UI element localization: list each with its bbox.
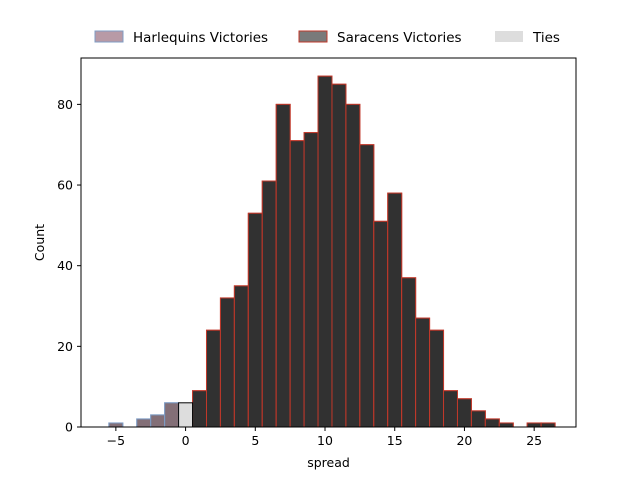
bar-overlay (275, 103, 291, 428)
bar-overlay (484, 418, 500, 428)
legend-item-harlequins-victories: Harlequins Victories (94, 30, 268, 46)
bar-overlay (331, 83, 347, 428)
x-tick-label: −5 (107, 433, 125, 448)
bar-overlay (136, 418, 152, 428)
legend-item-ties: Ties (495, 30, 560, 46)
bar-overlay (247, 212, 263, 428)
legend-label: Ties (532, 30, 560, 46)
legend-label: Saracens Victories (337, 30, 462, 46)
y-axis-label: Count (32, 224, 47, 261)
bar-overlay (526, 422, 542, 428)
bar-overlay (164, 402, 180, 428)
bar-overlay (150, 414, 166, 428)
x-tick-label: 20 (456, 433, 472, 448)
legend-item-saracens-victories: Saracens Victories (298, 30, 462, 46)
bar-overlay (387, 192, 403, 428)
bar-overlay (443, 390, 458, 428)
plot-frame (80, 57, 577, 428)
bars-layer (108, 75, 556, 428)
bar-overlay (317, 75, 333, 428)
legend-swatch (298, 30, 328, 43)
bar-overlay (261, 180, 277, 428)
x-tick-label: 15 (387, 433, 403, 448)
y-tick-label: 0 (65, 420, 73, 435)
legend-swatch (495, 31, 523, 42)
y-tick-label: 60 (57, 178, 73, 193)
bar-overlay (345, 103, 361, 428)
legend-swatch (94, 30, 124, 43)
bar-overlay (401, 277, 417, 428)
bar-overlay (205, 329, 221, 428)
bar-overlay (219, 297, 235, 428)
legend: Harlequins Victories Saracens Victories Ti… (94, 30, 560, 46)
x-tick-label: 0 (182, 433, 190, 448)
bar-overlay (456, 398, 472, 428)
y-tick-label: 40 (57, 258, 73, 273)
bar-overlay (373, 220, 389, 428)
bar-overlay (540, 422, 556, 428)
bar-overlay (108, 422, 124, 428)
x-tick-label: 25 (526, 433, 542, 448)
bar-overlay (415, 317, 431, 428)
y-tick-label: 20 (57, 339, 73, 354)
x-axis-label: spread (307, 455, 350, 470)
bar-overlay (233, 285, 249, 428)
legend-label: Harlequins Victories (133, 30, 268, 46)
bar-overlay (498, 422, 514, 428)
y-tick-label: 80 (57, 97, 73, 112)
y-axis: 0 20 40 60 80 (57, 97, 81, 435)
bar-overlay (470, 410, 486, 428)
bar-overlay (359, 144, 375, 428)
bar-overlay (429, 329, 445, 428)
x-axis: −5 0 5 10 15 20 25 (107, 427, 542, 448)
x-tick-label: 10 (317, 433, 333, 448)
bar-overlay (289, 140, 305, 428)
bar-overlay (303, 132, 319, 428)
bar-ties (178, 402, 194, 428)
x-tick-label: 5 (251, 433, 259, 448)
bar-overlay (192, 390, 207, 428)
